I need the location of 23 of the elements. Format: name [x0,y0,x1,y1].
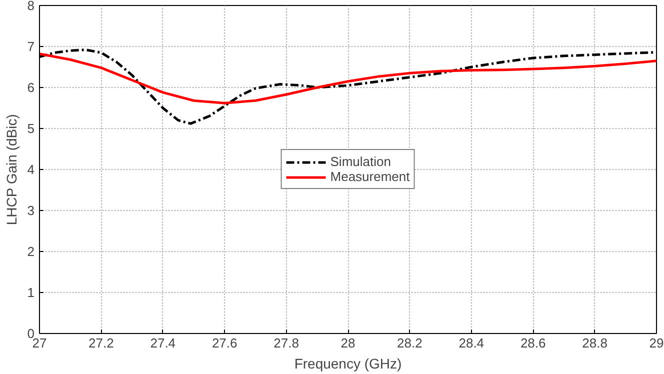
y-tick-label: 7 [27,39,35,54]
x-tick-label: 27.8 [274,336,299,350]
x-tick-label: 29 [649,336,664,350]
x-tick-label: 27.2 [88,336,114,350]
line-series [40,52,656,104]
y-tick-label: 4 [27,162,35,177]
y-tick-label: 5 [27,121,35,136]
x-tick-label: 28.8 [582,336,608,350]
legend-label: Measurement [330,169,410,184]
y-tick-label: 6 [27,80,35,95]
x-tick-label: 27.4 [150,336,176,350]
legend-label: Simulation [330,154,391,169]
x-tick-label: 28.4 [458,336,484,350]
y-tick-label: 2 [27,244,35,259]
x-tick-label: 28 [340,336,356,350]
x-tick-label: 28.6 [520,336,546,350]
y-tick-label: 8 [27,0,35,13]
y-tick-label: 1 [27,285,35,300]
x-tick-label: 27.6 [212,336,238,350]
x-tick-label: 28.2 [397,336,422,350]
x-axis-title: Frequency (GHz) [294,356,402,372]
y-axis-title: LHCP Gain (dBic) [3,114,20,226]
y-tick-label: 3 [27,203,35,218]
